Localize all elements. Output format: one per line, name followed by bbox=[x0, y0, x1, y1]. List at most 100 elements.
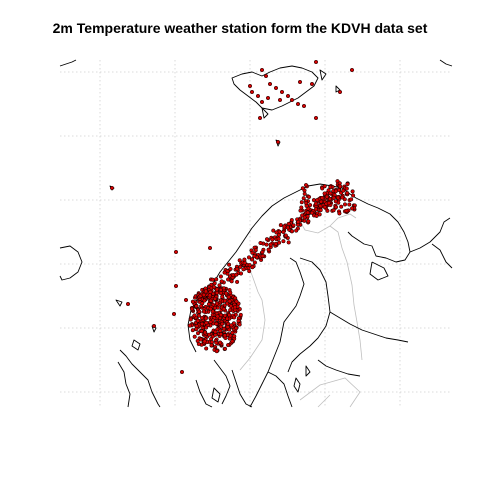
station-marker bbox=[199, 304, 204, 309]
station-marker bbox=[222, 333, 227, 338]
station-marker bbox=[218, 328, 223, 333]
station-marker bbox=[282, 224, 287, 229]
station-marker bbox=[273, 85, 279, 91]
station-marker bbox=[247, 263, 252, 268]
station-marker bbox=[234, 266, 240, 271]
station-marker bbox=[195, 331, 201, 336]
station-marker bbox=[313, 59, 319, 65]
station-marker bbox=[241, 267, 246, 272]
station-marker bbox=[225, 324, 230, 330]
station-marker bbox=[204, 346, 209, 351]
station-marker bbox=[226, 295, 231, 300]
station-marker bbox=[242, 260, 247, 265]
station-marker bbox=[338, 184, 343, 189]
station-marker bbox=[234, 272, 239, 277]
station-marker bbox=[259, 67, 265, 73]
station-marker bbox=[313, 201, 318, 206]
coastline bbox=[59, 59, 453, 408]
station-marker bbox=[222, 313, 228, 318]
station-marker bbox=[200, 321, 205, 326]
station-marker bbox=[200, 315, 205, 321]
station-marker bbox=[345, 191, 350, 196]
station-marker bbox=[192, 313, 197, 318]
station-marker bbox=[344, 208, 349, 213]
station-marker bbox=[201, 309, 206, 314]
station-marker bbox=[313, 207, 319, 212]
station-marker bbox=[238, 271, 244, 276]
station-marker bbox=[204, 325, 209, 330]
station-marker bbox=[214, 287, 219, 292]
station-marker bbox=[220, 321, 225, 326]
station-marker bbox=[308, 203, 313, 208]
station-marker bbox=[209, 343, 214, 348]
station-marker bbox=[336, 195, 341, 200]
station-marker bbox=[195, 318, 200, 323]
station-marker bbox=[220, 294, 225, 299]
station-marker bbox=[208, 320, 213, 325]
station-marker bbox=[214, 301, 219, 306]
station-marker bbox=[267, 81, 273, 87]
station-marker bbox=[246, 255, 252, 260]
station-marker bbox=[255, 93, 261, 99]
station-marker bbox=[218, 332, 223, 337]
map-title: 2m Temperature weather station form the … bbox=[52, 20, 428, 36]
station-marker bbox=[218, 312, 223, 318]
station-marker bbox=[276, 236, 281, 241]
station-marker bbox=[305, 210, 310, 215]
station-marker bbox=[301, 196, 306, 201]
station-marker bbox=[309, 81, 315, 87]
station-marker bbox=[328, 185, 333, 190]
station-marker bbox=[279, 89, 285, 95]
station-marker bbox=[339, 204, 344, 209]
station-marker bbox=[266, 247, 271, 252]
station-marker bbox=[289, 218, 294, 223]
station-marker bbox=[202, 339, 207, 344]
station-marker bbox=[326, 188, 331, 193]
station-marker bbox=[333, 205, 339, 210]
station-marker bbox=[324, 194, 330, 199]
station-marker bbox=[222, 298, 228, 303]
station-marker bbox=[306, 194, 312, 199]
station-marker bbox=[300, 213, 305, 218]
station-marker bbox=[285, 93, 291, 99]
station-marker bbox=[337, 211, 342, 216]
station-marker bbox=[270, 237, 275, 242]
station-marker bbox=[250, 250, 255, 255]
station-marker bbox=[196, 313, 202, 318]
station-marker bbox=[301, 103, 307, 109]
station-marker bbox=[217, 283, 222, 288]
station-marker bbox=[236, 318, 241, 323]
station-marker bbox=[207, 293, 212, 298]
station-marker bbox=[221, 286, 226, 291]
station-marker bbox=[189, 306, 195, 311]
station-marker bbox=[300, 186, 305, 191]
graticule bbox=[60, 60, 452, 407]
station-marker bbox=[188, 317, 193, 322]
station-marker bbox=[234, 299, 239, 304]
station-marker bbox=[268, 242, 273, 247]
station-marker bbox=[349, 197, 354, 202]
station-marker bbox=[214, 321, 219, 326]
station-marker bbox=[215, 314, 220, 319]
station-marker bbox=[328, 191, 333, 196]
station-marker bbox=[299, 205, 304, 210]
station-marker bbox=[252, 254, 257, 259]
station-marker bbox=[197, 309, 202, 314]
station-marker bbox=[350, 206, 355, 211]
station-marker bbox=[260, 250, 265, 255]
station-marker bbox=[331, 208, 336, 213]
station-marker bbox=[305, 214, 310, 219]
station-marker bbox=[224, 291, 229, 296]
station-marker bbox=[351, 193, 356, 198]
station-marker bbox=[235, 279, 240, 284]
station-marker bbox=[315, 198, 320, 203]
station-marker bbox=[337, 89, 343, 95]
station-marker bbox=[259, 99, 265, 105]
station-marker bbox=[221, 326, 226, 331]
station-marker bbox=[187, 323, 192, 328]
station-marker bbox=[260, 253, 265, 259]
station-marker bbox=[199, 329, 204, 334]
station-marker bbox=[232, 315, 237, 320]
station-marker bbox=[194, 324, 199, 329]
station-marker bbox=[226, 277, 231, 282]
